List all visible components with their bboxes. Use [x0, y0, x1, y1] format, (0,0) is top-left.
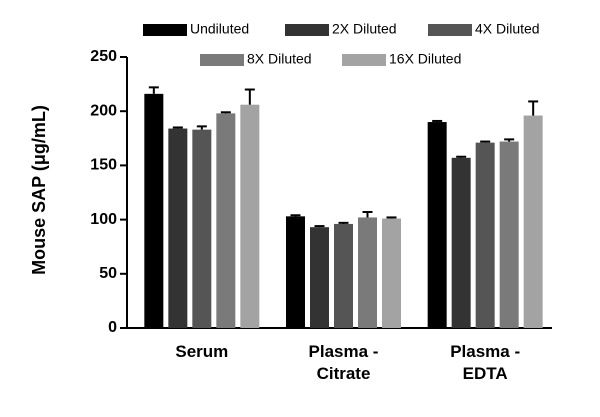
legend-swatch: [200, 54, 244, 66]
error-bar: [290, 214, 301, 217]
error-bar: [480, 140, 491, 143]
bar: [499, 141, 519, 328]
legend-swatch: [428, 24, 472, 36]
legend-swatch: [143, 24, 187, 36]
error-bar: [244, 88, 255, 105]
y-tick-label: 150: [90, 157, 117, 174]
legend-label: 4X Diluted: [475, 21, 540, 37]
legend-label: 8X Diluted: [247, 51, 312, 67]
bar: [358, 217, 377, 328]
bar: [216, 113, 236, 328]
error-bar: [432, 119, 443, 123]
bar: [451, 157, 471, 328]
error-bar: [172, 126, 183, 129]
y-tick-label: 250: [90, 48, 117, 65]
x-tick-label: Plasma - EDTA: [450, 342, 521, 383]
bar: [310, 227, 329, 328]
legend-label: 2X Diluted: [332, 21, 397, 37]
legend-label: 16X Diluted: [389, 51, 461, 67]
bar: [523, 115, 543, 328]
bar: [334, 223, 353, 328]
error-bar: [362, 211, 373, 218]
y-tick-label: 100: [90, 211, 117, 228]
y-tick-label: 50: [99, 265, 117, 282]
error-bar: [220, 111, 231, 114]
bar: [286, 216, 305, 328]
error-bar: [196, 125, 207, 130]
bar: [382, 218, 401, 328]
error-bar: [386, 216, 397, 219]
bar: [427, 122, 447, 328]
bar: [144, 93, 164, 328]
error-bar: [456, 155, 467, 158]
y-axis-title: Mouse SAP (μg/mL): [29, 105, 49, 275]
x-tick-label: Serum: [175, 342, 229, 361]
error-bar: [528, 100, 539, 116]
bar: [192, 129, 212, 328]
error-bar: [504, 138, 515, 142]
legend-label: Undiluted: [190, 21, 249, 37]
error-bar: [338, 221, 349, 224]
bar: [475, 142, 495, 328]
legend-swatch: [342, 54, 386, 66]
legend-swatch: [285, 24, 329, 36]
x-tick-label: Plasma - Citrate: [308, 342, 379, 383]
y-tick-label: 200: [90, 102, 117, 119]
y-tick-label: 0: [108, 319, 117, 336]
error-bar: [148, 86, 159, 94]
error-bar: [314, 225, 325, 228]
bar: [168, 128, 188, 328]
bar: [240, 104, 260, 328]
